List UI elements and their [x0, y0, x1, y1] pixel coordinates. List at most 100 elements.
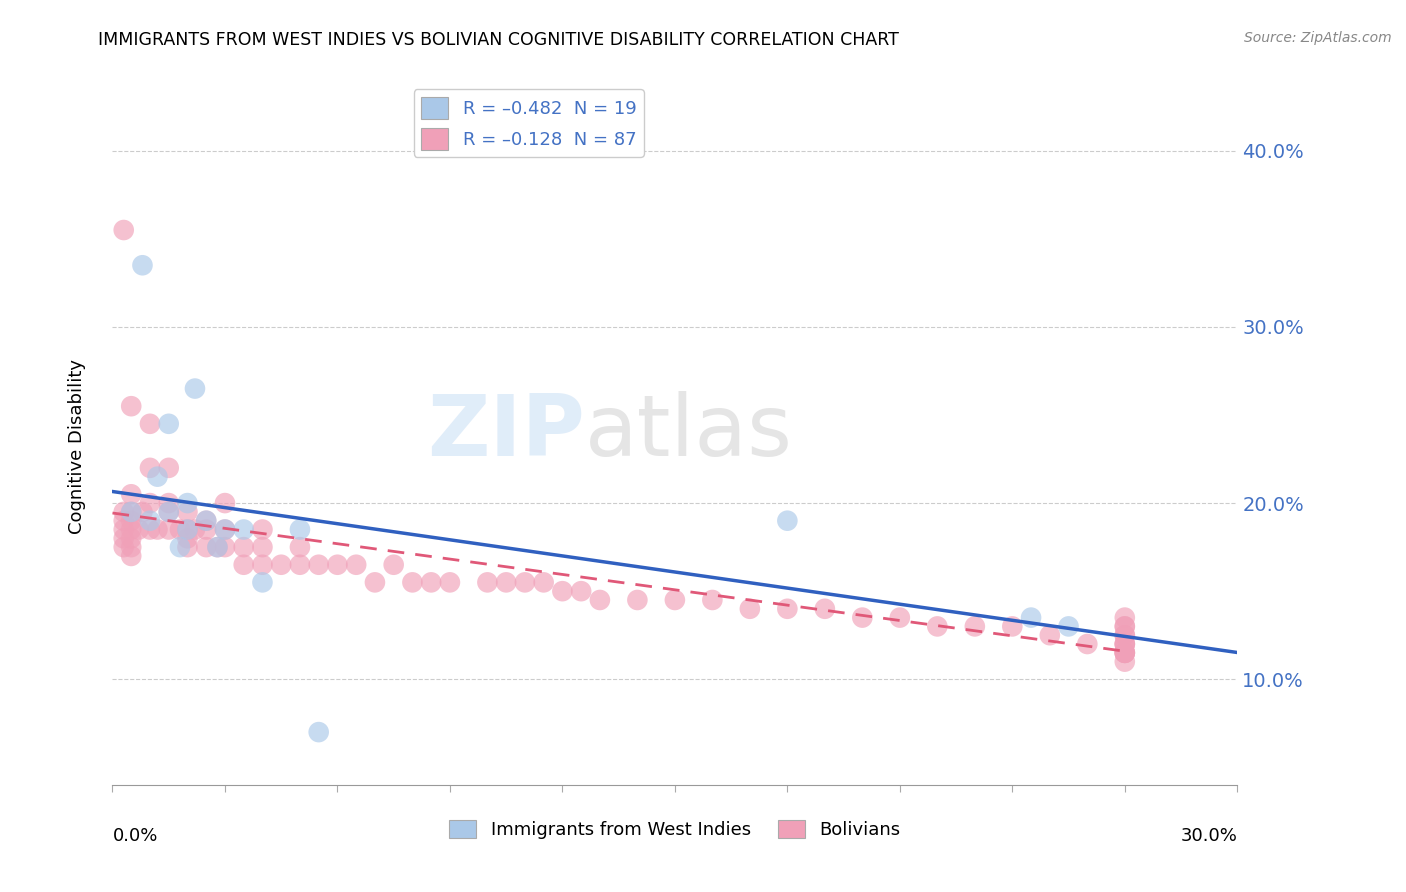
Point [851, 610, 873, 624]
Point [288, 540, 311, 554]
Point [195, 540, 218, 554]
Point [112, 514, 135, 528]
Point [139, 523, 162, 537]
Point [131, 258, 153, 272]
Point [128, 523, 150, 537]
Point [120, 531, 142, 545]
Point [120, 505, 142, 519]
Point [120, 523, 142, 537]
Point [776, 514, 799, 528]
Legend: Immigrants from West Indies, Bolivians: Immigrants from West Indies, Bolivians [441, 813, 908, 847]
Point [738, 601, 761, 615]
Point [214, 496, 236, 510]
Point [1057, 619, 1080, 633]
Point [270, 558, 292, 572]
Point [157, 460, 180, 475]
Text: 30.0%: 30.0% [1181, 827, 1237, 846]
Point [382, 558, 405, 572]
Point [1114, 637, 1136, 651]
Point [232, 558, 254, 572]
Point [120, 487, 142, 501]
Point [326, 558, 349, 572]
Point [439, 575, 461, 590]
Point [1019, 610, 1042, 624]
Point [232, 540, 254, 554]
Point [252, 523, 274, 537]
Point [112, 540, 135, 554]
Point [1114, 628, 1136, 642]
Point [963, 619, 986, 633]
Text: IMMIGRANTS FROM WEST INDIES VS BOLIVIAN COGNITIVE DISABILITY CORRELATION CHART: IMMIGRANTS FROM WEST INDIES VS BOLIVIAN … [98, 31, 900, 49]
Point [252, 558, 274, 572]
Point [139, 514, 162, 528]
Point [131, 505, 153, 519]
Point [1114, 637, 1136, 651]
Point [308, 725, 330, 739]
Point [184, 523, 207, 537]
Point [120, 399, 142, 413]
Point [308, 558, 330, 572]
Point [569, 584, 592, 599]
Point [1114, 637, 1136, 651]
Point [176, 531, 198, 545]
Point [533, 575, 555, 590]
Point [1114, 646, 1136, 660]
Point [252, 575, 274, 590]
Point [889, 610, 911, 624]
Point [1114, 646, 1136, 660]
Point [664, 593, 686, 607]
Point [184, 382, 207, 396]
Point [157, 505, 180, 519]
Point [1114, 619, 1136, 633]
Point [1114, 628, 1136, 642]
Point [112, 505, 135, 519]
Point [120, 549, 142, 563]
Point [344, 558, 367, 572]
Text: 0.0%: 0.0% [112, 827, 157, 846]
Point [1114, 646, 1136, 660]
Point [214, 540, 236, 554]
Point [288, 558, 311, 572]
Point [214, 523, 236, 537]
Point [1039, 628, 1062, 642]
Point [112, 523, 135, 537]
Point [112, 223, 135, 237]
Point [513, 575, 536, 590]
Point [927, 619, 949, 633]
Point [120, 505, 142, 519]
Point [1114, 655, 1136, 669]
Point [157, 523, 180, 537]
Point [1076, 637, 1098, 651]
Point [146, 523, 169, 537]
Point [195, 514, 218, 528]
Point [207, 540, 229, 554]
Point [626, 593, 648, 607]
Point [1114, 619, 1136, 633]
Point [252, 540, 274, 554]
Point [195, 523, 218, 537]
Text: Source: ZipAtlas.com: Source: ZipAtlas.com [1244, 31, 1392, 45]
Point [420, 575, 443, 590]
Point [112, 531, 135, 545]
Point [120, 540, 142, 554]
Point [139, 460, 162, 475]
Point [157, 496, 180, 510]
Point [1001, 619, 1024, 633]
Point [288, 523, 311, 537]
Point [232, 523, 254, 537]
Text: ZIP: ZIP [427, 391, 585, 475]
Point [814, 601, 837, 615]
Point [1114, 610, 1136, 624]
Point [364, 575, 387, 590]
Point [702, 593, 724, 607]
Point [207, 540, 229, 554]
Point [176, 523, 198, 537]
Point [495, 575, 517, 590]
Point [477, 575, 499, 590]
Point [1114, 646, 1136, 660]
Point [176, 505, 198, 519]
Point [139, 417, 162, 431]
Text: Cognitive Disability: Cognitive Disability [69, 359, 86, 533]
Point [176, 496, 198, 510]
Point [169, 523, 191, 537]
